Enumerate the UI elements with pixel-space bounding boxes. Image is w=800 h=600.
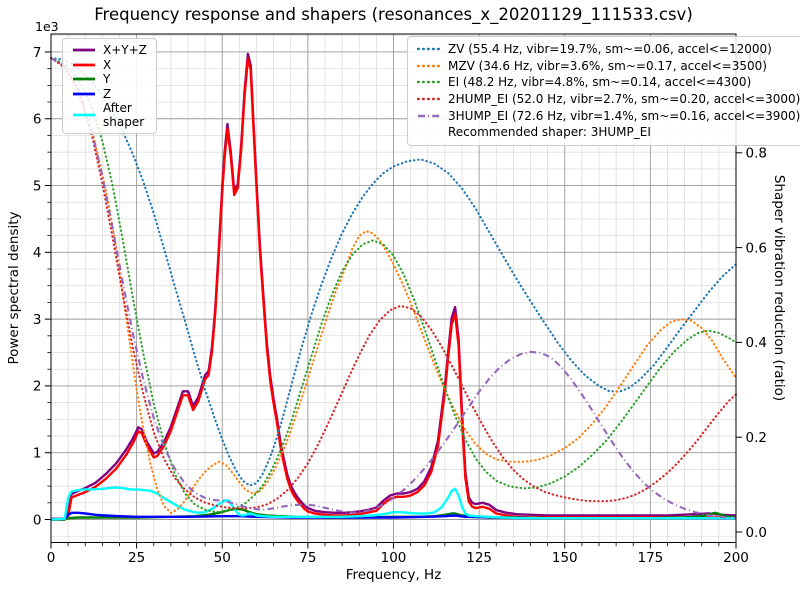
series-after-shaper: [50, 486, 736, 521]
x-tick-label: 25: [128, 550, 145, 566]
legend-item-label: 2HUMP_EI (52.0 Hz, vibr=2.7%, sm~=0.20, …: [448, 92, 800, 107]
yleft-tick-label: 2: [33, 379, 42, 395]
yright-tick-label: 0.8: [746, 146, 767, 162]
legend-item-2hump-ei: 2HUMP_EI (52.0 Hz, vibr=2.7%, sm~=0.20, …: [417, 91, 800, 108]
yleft-tick-label: 7: [33, 45, 42, 61]
x-tick-label: 75: [299, 550, 316, 566]
legend-item-label: EI (48.2 Hz, vibr=4.8%, sm~=0.14, accel<…: [448, 75, 752, 90]
legend-item-x: X: [72, 58, 147, 73]
legend-item-label: Z: [103, 87, 112, 102]
legend-item-mzv: MZV (34.6 Hz, vibr=3.6%, sm~=0.17, accel…: [417, 58, 800, 75]
legend-item-zv: ZV (55.4 Hz, vibr=19.7%, sm~=0.06, accel…: [417, 41, 800, 58]
x-tick-label: 200: [723, 550, 749, 566]
legend-item-label: After shaper: [103, 101, 145, 130]
series-mzv: [49, 56, 738, 515]
legend-item-label: X: [103, 57, 112, 72]
x-tick-label: 175: [637, 550, 663, 566]
x-tick-label: 100: [381, 550, 407, 566]
yleft-tick-label: 5: [33, 178, 42, 194]
legend-item-x-y-z: X+Y+Z: [72, 43, 147, 58]
legend-item-z: Z: [72, 87, 147, 102]
legend-psd: X+Y+Z X Y Z After shaper: [62, 38, 157, 135]
x-tick-label: 150: [552, 550, 578, 566]
yleft-tick-label: 6: [33, 112, 42, 128]
legend-item-note: Recommended shaper: 3HUMP_EI: [417, 124, 800, 141]
yleft-tick-label: 4: [33, 245, 42, 261]
x-y-z-line-sample: [73, 48, 95, 52]
legend-item-ei: EI (48.2 Hz, vibr=4.8%, sm~=0.14, accel<…: [417, 74, 800, 91]
x-line-sample: [73, 63, 95, 67]
yleft-tick-label: 3: [33, 312, 42, 328]
legend-item-label: Y: [103, 72, 111, 87]
3hump-ei-line-sample: [418, 114, 440, 117]
yleft-tick-label: 0: [33, 512, 42, 528]
yleft-tick-label: 1: [33, 446, 42, 462]
series-zv: [49, 56, 738, 487]
legend-item-3hump-ei: 3HUMP_EI (72.6 Hz, vibr=1.4%, sm~=0.16, …: [417, 107, 800, 124]
zv-line-sample: [417, 48, 441, 51]
legend-spacer: [417, 126, 441, 138]
legend-item-after-shaper: After shaper: [72, 101, 147, 129]
yright-tick-label: 0.2: [746, 430, 767, 446]
mzv-line-sample: [417, 64, 441, 68]
legend-item-y: Y: [72, 72, 147, 87]
z-line-sample: [73, 92, 95, 96]
legend-shapers: ZV (55.4 Hz, vibr=19.7%, sm~=0.06, accel…: [407, 36, 800, 146]
y-axis-label-left: Power spectral density: [6, 211, 22, 365]
y-line-sample: [73, 78, 95, 81]
series-x: [51, 57, 736, 521]
x-tick-label: 50: [214, 550, 231, 566]
x-tick-label: 0: [47, 550, 56, 566]
y-axis-offset-text: 1e3: [35, 19, 59, 34]
yright-tick-label: 0.0: [746, 525, 767, 541]
legend-item-label: 3HUMP_EI (72.6 Hz, vibr=1.4%, sm~=0.16, …: [448, 108, 800, 123]
chart-title: Frequency response and shapers (resonanc…: [94, 5, 693, 24]
x-tick-label: 125: [466, 550, 492, 566]
after-shaper-line-sample: [73, 113, 95, 117]
x-axis-label: Frequency, Hz: [345, 567, 442, 583]
series-3hump-ei: [50, 57, 737, 519]
yright-tick-label: 0.6: [746, 240, 767, 256]
legend-item-label: Recommended shaper: 3HUMP_EI: [448, 125, 651, 140]
series-2hump-ei: [49, 56, 738, 510]
legend-item-label: X+Y+Z: [103, 43, 147, 58]
legend-item-label: ZV (55.4 Hz, vibr=19.7%, sm~=0.06, accel…: [448, 42, 772, 57]
2hump-ei-line-sample: [417, 97, 441, 101]
legend-item-label: MZV (34.6 Hz, vibr=3.6%, sm~=0.17, accel…: [448, 58, 767, 73]
y-axis-label-right: Shaper vibration reduction (ratio): [771, 174, 787, 402]
yright-tick-label: 0.4: [746, 335, 767, 351]
ei-line-sample: [417, 81, 441, 84]
